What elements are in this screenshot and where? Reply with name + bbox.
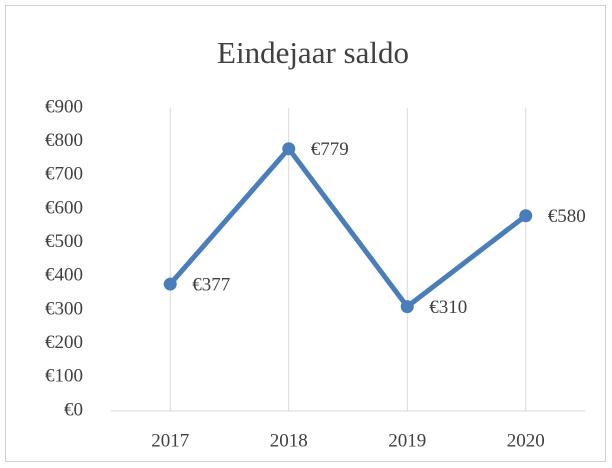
y-tick-label: €300: [45, 298, 83, 319]
y-tick-label: €0: [64, 399, 83, 420]
marker: [519, 209, 533, 223]
line: [168, 146, 528, 310]
y-tick-label: €100: [45, 366, 83, 387]
marker: [282, 142, 296, 156]
y-tick-label: €500: [45, 231, 83, 252]
data-label: €310: [429, 297, 467, 318]
chart-title: Eindejaar saldo: [217, 35, 409, 70]
x-tick-label: 2018: [270, 430, 308, 451]
data-label: €580: [548, 206, 586, 227]
marker: [400, 300, 414, 314]
chart-border: [5, 5, 606, 462]
data-label: €779: [311, 139, 349, 160]
y-tick-label: €800: [45, 130, 83, 151]
x-tick-label: 2020: [507, 430, 545, 451]
x-tick-label: 2017: [151, 430, 189, 451]
y-tick-label: €900: [45, 96, 83, 117]
y-tick-label: €600: [45, 197, 83, 218]
data-label: €377: [192, 274, 230, 295]
x-tick-label: 2019: [388, 430, 426, 451]
y-tick-label: €200: [45, 332, 83, 353]
y-tick-label: €400: [45, 265, 83, 286]
y-tick-label: €700: [45, 164, 83, 185]
marker: [163, 277, 177, 291]
